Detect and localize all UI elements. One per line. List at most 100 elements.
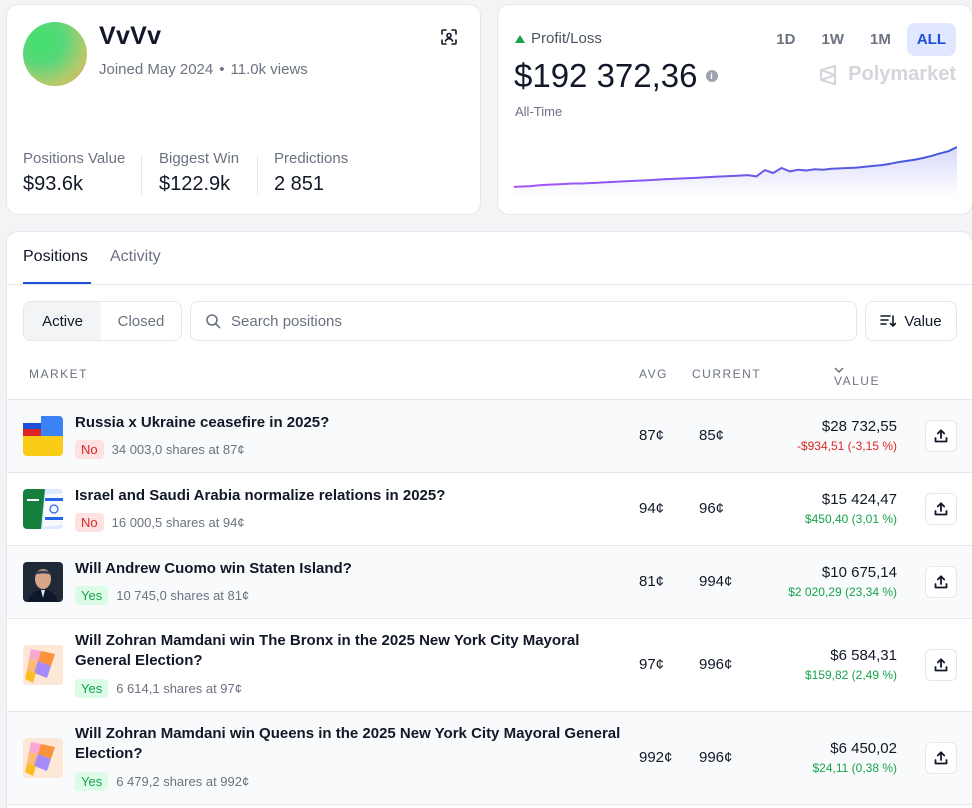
stat-divider — [257, 155, 258, 195]
share-icon — [934, 575, 948, 589]
view-count: 11.0k views — [230, 61, 308, 78]
share-icon — [934, 751, 948, 765]
table-row[interactable]: Will Andrew Cuomo win Staten Island? Yes… — [7, 546, 972, 619]
share-icon — [934, 429, 948, 443]
outcome-badge: No — [75, 440, 104, 459]
share-button[interactable] — [925, 566, 957, 598]
range-all[interactable]: ALL — [906, 23, 956, 56]
search-input[interactable] — [231, 312, 831, 330]
positions-panel: Positions Activity Active Closed Value M… — [6, 231, 972, 808]
current-price: 996¢ — [699, 749, 733, 766]
position-value: $15 424,47 — [821, 491, 897, 508]
stat-label: Predictions — [274, 150, 349, 167]
market-title[interactable]: Russia x Ukraine ceasefire in 2025? — [75, 414, 330, 431]
sort-label: Value — [904, 312, 942, 330]
pnl-header: Profit/Loss — [515, 30, 602, 47]
stat-value: $122.9k — [159, 173, 231, 195]
avatar — [23, 22, 87, 86]
market-thumbnail-russia-ukraine — [23, 416, 63, 456]
header-value: VALUE — [834, 374, 880, 388]
table-row[interactable]: Israel and Saudi Arabia normalize relati… — [7, 473, 972, 546]
pnl-chart — [514, 146, 957, 197]
pnl-value: $192 372,36 — [514, 57, 698, 94]
position-meta: No 16 000,5 shares at 94¢ — [75, 513, 245, 532]
avg-price: 992¢ — [639, 749, 673, 766]
status-toggle: Active Closed — [23, 301, 182, 341]
market-title[interactable]: Israel and Saudi Arabia normalize relati… — [75, 487, 446, 504]
outcome-badge: Yes — [75, 679, 109, 698]
brand-name: Polymarket — [848, 63, 956, 85]
position-pnl: $450,40 (3,01 %) — [804, 512, 897, 526]
time-range-selector: 1D 1W 1M ALL — [766, 23, 956, 56]
tab-bar: Positions Activity — [7, 232, 972, 285]
search-box — [190, 301, 857, 341]
share-button[interactable] — [925, 493, 957, 525]
current-price: 85¢ — [699, 427, 725, 444]
outcome-badge: Yes — [75, 586, 109, 605]
position-value: $10 675,14 — [821, 564, 897, 581]
share-icon — [934, 502, 948, 516]
filter-active[interactable]: Active — [24, 302, 101, 340]
sort-icon — [880, 315, 897, 328]
current-price: 96¢ — [699, 500, 725, 517]
filter-closed[interactable]: Closed — [117, 312, 165, 330]
chevron-down-icon — [834, 367, 844, 373]
position-value: $6 584,31 — [830, 647, 897, 664]
pnl-chart-area — [514, 147, 957, 197]
stat-value: 2 851 — [274, 173, 325, 195]
avg-price: 81¢ — [639, 573, 665, 590]
market-thumbnail-israel-saudi — [23, 489, 63, 529]
position-pnl: -$934,51 (-3,15 %) — [796, 439, 897, 453]
avg-price: 87¢ — [639, 427, 665, 444]
range-1w[interactable]: 1W — [821, 31, 844, 48]
search-icon — [206, 314, 221, 329]
shares-info: 16 000,5 shares at 94¢ — [111, 515, 245, 530]
header-market: MARKET — [29, 367, 89, 381]
market-title[interactable]: Will Andrew Cuomo win Staten Island? — [75, 560, 352, 577]
table-row[interactable]: Will Zohran Mamdani win The Bronx in the… — [7, 619, 972, 712]
range-1m[interactable]: 1M — [869, 31, 891, 48]
scan-icon[interactable] — [439, 27, 459, 47]
shares-info: 6 614,1 shares at 97¢ — [116, 681, 242, 696]
shares-info: 6 479,2 shares at 992¢ — [116, 774, 250, 789]
stat-predictions: Predictions 2 851 — [274, 150, 348, 196]
share-icon — [934, 658, 948, 672]
table-row[interactable]: Russia x Ukraine ceasefire in 2025? No 3… — [7, 400, 972, 473]
outcome-badge: No — [75, 513, 104, 532]
current-price: 996¢ — [699, 656, 733, 673]
joined-date: Joined May 2024 — [99, 61, 214, 78]
stat-biggest-win: Biggest Win $122.9k — [159, 150, 239, 196]
range-1d[interactable]: 1D — [776, 31, 796, 48]
position-pnl: $159,82 (2,49 %) — [804, 668, 897, 682]
trend-up-icon — [515, 34, 525, 43]
market-title[interactable]: Will Zohran Mamdani win The Bronx in the… — [75, 632, 580, 669]
outcome-badge: Yes — [75, 772, 109, 791]
header-current: CURRENT — [692, 367, 762, 381]
position-meta: Yes 6 479,2 shares at 992¢ — [75, 772, 249, 791]
table-header: MARKET AVG CURRENT VALUE — [7, 360, 972, 400]
profile-meta: Joined May 2024 • 11.0k views — [99, 61, 308, 78]
stat-positions-value: Positions Value $93.6k — [23, 150, 125, 196]
share-button[interactable] — [925, 742, 957, 774]
share-button[interactable] — [925, 420, 957, 452]
stat-label: Biggest Win — [159, 150, 240, 167]
info-icon[interactable]: i — [705, 70, 718, 82]
pnl-amount: $192 372,36 i — [514, 57, 718, 95]
position-meta: Yes 6 614,1 shares at 97¢ — [75, 679, 242, 698]
table-row[interactable]: Will Zohran Mamdani win Queens in the 20… — [7, 712, 972, 805]
share-button[interactable] — [925, 649, 957, 681]
header-value-sort[interactable]: VALUE — [834, 367, 878, 388]
tab-positions[interactable]: Positions — [23, 248, 88, 265]
sort-button[interactable]: Value — [865, 301, 957, 341]
username: VvVv — [99, 22, 162, 50]
position-pnl: $2 020,29 (23,34 %) — [788, 585, 897, 599]
market-thumbnail-nyc-map — [23, 738, 63, 778]
stat-value: $93.6k — [23, 173, 84, 195]
polymarket-logo: Polymarket — [818, 63, 956, 86]
position-pnl: $24,11 (0,38 %) — [812, 761, 898, 775]
pnl-label: Profit/Loss — [531, 30, 602, 47]
tab-activity[interactable]: Activity — [110, 248, 161, 265]
market-title[interactable]: Will Zohran Mamdani win Queens in the 20… — [75, 725, 621, 762]
polymarket-icon — [820, 64, 837, 85]
market-thumbnail-nyc-map — [23, 645, 63, 685]
